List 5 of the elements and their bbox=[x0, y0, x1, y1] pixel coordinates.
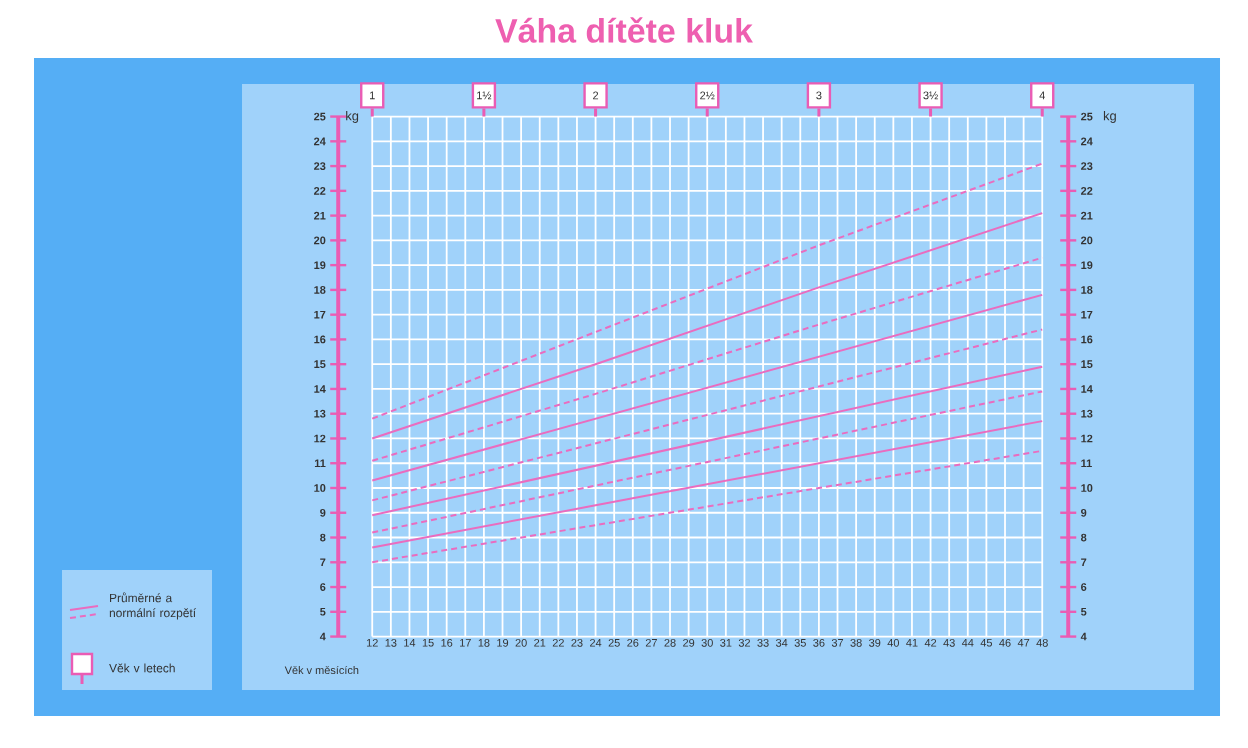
chart-title: Váha dítěte kluk bbox=[495, 17, 753, 43]
line-series bbox=[371, 390, 1044, 534]
line-series bbox=[371, 212, 1044, 440]
line-series bbox=[371, 256, 1044, 462]
line-series bbox=[371, 162, 1044, 420]
